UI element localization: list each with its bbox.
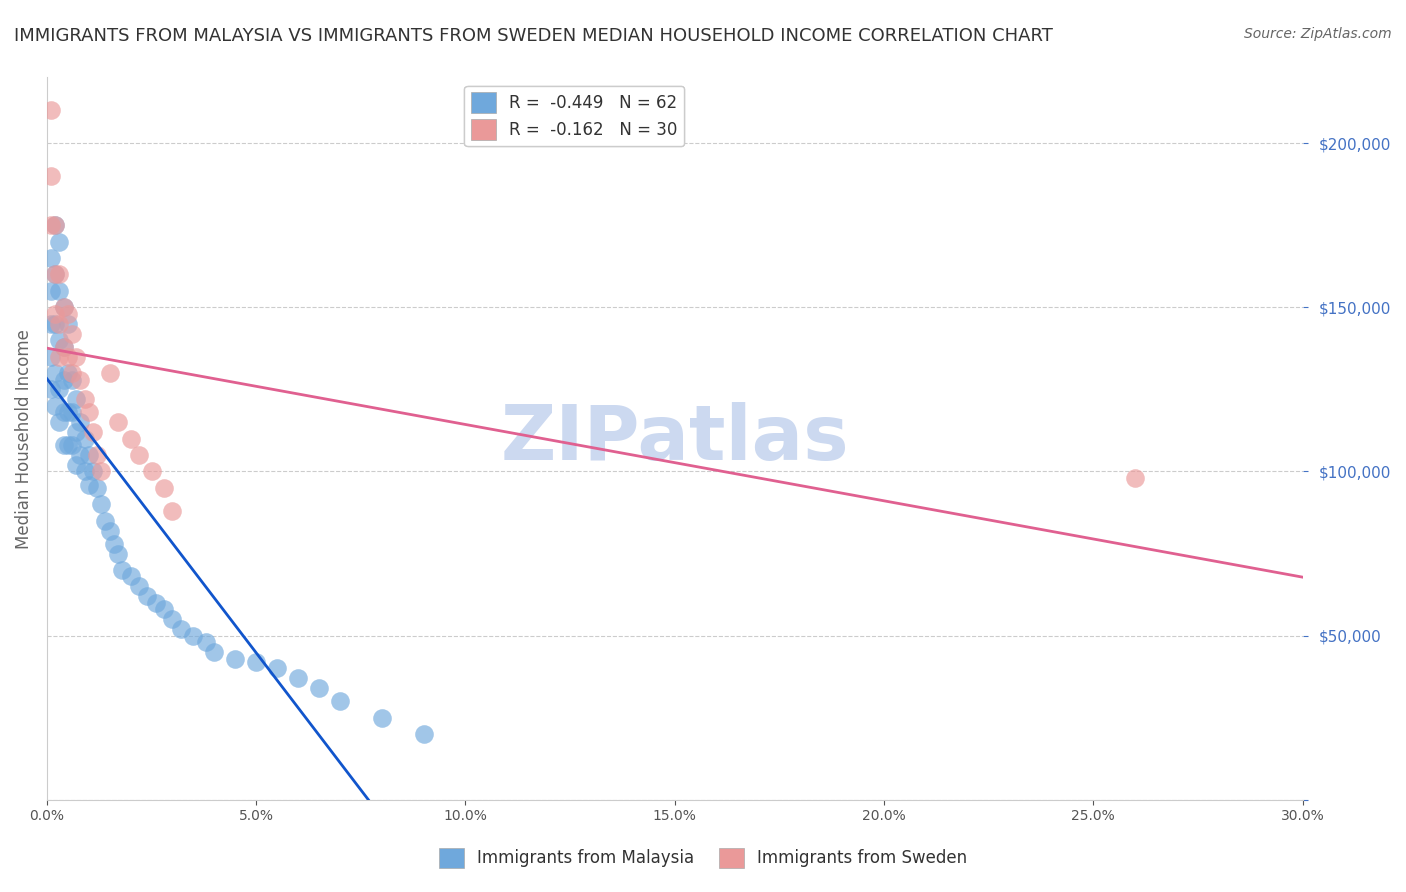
Point	[1123, 471, 1146, 485]
Point	[60, 372, 83, 386]
Text: ZIPatlas: ZIPatlas	[501, 401, 849, 475]
Point	[94, 514, 117, 528]
Point	[128, 448, 150, 462]
Point	[44, 218, 66, 232]
Point	[69, 448, 91, 462]
Point	[136, 589, 159, 603]
Point	[371, 711, 394, 725]
Point	[39, 218, 62, 232]
Point	[141, 465, 163, 479]
Point	[162, 504, 184, 518]
Point	[194, 635, 217, 649]
Point	[82, 425, 104, 439]
Point	[39, 284, 62, 298]
Point	[82, 465, 104, 479]
Point	[73, 392, 96, 407]
Point	[44, 307, 66, 321]
Point	[48, 317, 70, 331]
Point	[107, 415, 129, 429]
Point	[65, 350, 87, 364]
Point	[56, 405, 79, 419]
Point	[60, 438, 83, 452]
Point	[48, 350, 70, 364]
Point	[56, 438, 79, 452]
Point	[52, 340, 75, 354]
Point	[48, 284, 70, 298]
Point	[412, 727, 434, 741]
Point	[153, 481, 176, 495]
Point	[52, 372, 75, 386]
Point	[48, 382, 70, 396]
Point	[73, 432, 96, 446]
Point	[56, 366, 79, 380]
Point	[170, 622, 193, 636]
Point	[56, 350, 79, 364]
Point	[44, 399, 66, 413]
Point	[120, 432, 142, 446]
Point	[52, 300, 75, 314]
Point	[153, 602, 176, 616]
Point	[52, 405, 75, 419]
Point	[48, 415, 70, 429]
Point	[39, 103, 62, 118]
Point	[48, 235, 70, 249]
Point	[48, 268, 70, 282]
Point	[60, 366, 83, 380]
Point	[107, 547, 129, 561]
Point	[77, 405, 100, 419]
Point	[86, 448, 108, 462]
Point	[145, 596, 167, 610]
Point	[98, 524, 121, 538]
Point	[39, 317, 62, 331]
Point	[90, 497, 112, 511]
Point	[44, 268, 66, 282]
Point	[44, 268, 66, 282]
Point	[52, 438, 75, 452]
Text: IMMIGRANTS FROM MALAYSIA VS IMMIGRANTS FROM SWEDEN MEDIAN HOUSEHOLD INCOME CORRE: IMMIGRANTS FROM MALAYSIA VS IMMIGRANTS F…	[14, 27, 1053, 45]
Point	[60, 405, 83, 419]
Point	[69, 372, 91, 386]
Point	[56, 307, 79, 321]
Point	[266, 661, 288, 675]
Point	[308, 681, 330, 695]
Point	[44, 317, 66, 331]
Y-axis label: Median Household Income: Median Household Income	[15, 328, 32, 549]
Point	[65, 392, 87, 407]
Point	[245, 655, 267, 669]
Point	[103, 536, 125, 550]
Point	[56, 317, 79, 331]
Point	[77, 477, 100, 491]
Point	[52, 300, 75, 314]
Point	[224, 651, 246, 665]
Text: Source: ZipAtlas.com: Source: ZipAtlas.com	[1244, 27, 1392, 41]
Point	[39, 169, 62, 183]
Point	[52, 340, 75, 354]
Point	[60, 326, 83, 341]
Point	[98, 366, 121, 380]
Point	[162, 612, 184, 626]
Point	[128, 579, 150, 593]
Point	[73, 465, 96, 479]
Legend: Immigrants from Malaysia, Immigrants from Sweden: Immigrants from Malaysia, Immigrants fro…	[432, 841, 974, 875]
Point	[86, 481, 108, 495]
Point	[287, 671, 309, 685]
Point	[44, 218, 66, 232]
Point	[69, 415, 91, 429]
Point	[65, 458, 87, 472]
Point	[44, 366, 66, 380]
Point	[39, 251, 62, 265]
Point	[329, 694, 352, 708]
Legend: R =  -0.449   N = 62, R =  -0.162   N = 30: R = -0.449 N = 62, R = -0.162 N = 30	[464, 86, 685, 146]
Point	[120, 569, 142, 583]
Point	[90, 465, 112, 479]
Point	[183, 629, 205, 643]
Point	[111, 563, 134, 577]
Point	[77, 448, 100, 462]
Point	[39, 382, 62, 396]
Point	[39, 350, 62, 364]
Point	[65, 425, 87, 439]
Point	[48, 333, 70, 347]
Point	[202, 645, 225, 659]
